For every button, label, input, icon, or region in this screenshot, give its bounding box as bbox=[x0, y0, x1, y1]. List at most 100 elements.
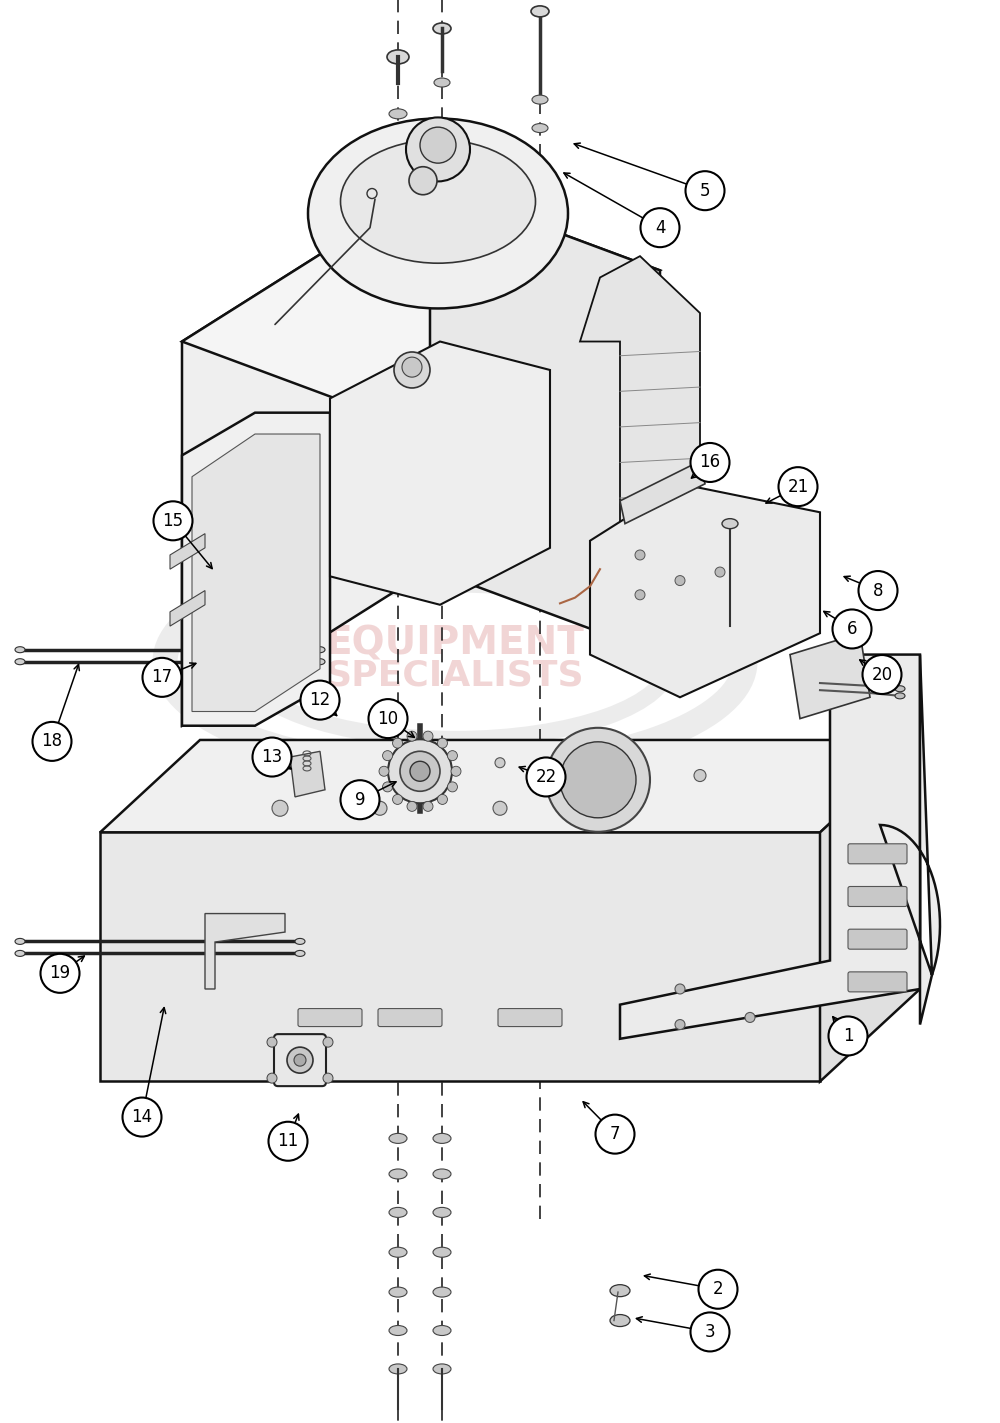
Text: 10: 10 bbox=[377, 710, 399, 727]
Circle shape bbox=[675, 983, 685, 995]
Polygon shape bbox=[290, 751, 325, 797]
Text: 17: 17 bbox=[151, 669, 173, 686]
Ellipse shape bbox=[722, 518, 738, 529]
Circle shape bbox=[393, 794, 403, 804]
Polygon shape bbox=[182, 185, 430, 726]
Circle shape bbox=[402, 357, 422, 377]
Circle shape bbox=[294, 1054, 306, 1066]
FancyBboxPatch shape bbox=[378, 1009, 442, 1026]
Circle shape bbox=[420, 127, 456, 164]
Ellipse shape bbox=[315, 659, 325, 665]
Ellipse shape bbox=[15, 646, 25, 653]
FancyBboxPatch shape bbox=[498, 1009, 562, 1026]
Circle shape bbox=[406, 118, 470, 181]
Circle shape bbox=[437, 739, 447, 748]
Circle shape bbox=[640, 208, 680, 248]
Ellipse shape bbox=[15, 951, 25, 956]
Ellipse shape bbox=[389, 1247, 407, 1258]
Text: 12: 12 bbox=[309, 692, 331, 709]
Ellipse shape bbox=[532, 95, 548, 104]
Circle shape bbox=[447, 781, 457, 791]
Ellipse shape bbox=[308, 118, 568, 309]
Circle shape bbox=[675, 1019, 685, 1030]
Text: 18: 18 bbox=[41, 733, 63, 750]
Circle shape bbox=[603, 783, 617, 797]
Ellipse shape bbox=[532, 124, 548, 132]
Text: SPECIALISTS: SPECIALISTS bbox=[326, 659, 584, 693]
Circle shape bbox=[526, 757, 566, 797]
Circle shape bbox=[373, 801, 387, 815]
Ellipse shape bbox=[433, 1325, 451, 1336]
Circle shape bbox=[154, 501, 192, 541]
Circle shape bbox=[635, 549, 645, 561]
Text: 16: 16 bbox=[699, 454, 721, 471]
Circle shape bbox=[383, 781, 393, 791]
Polygon shape bbox=[182, 185, 660, 427]
FancyBboxPatch shape bbox=[274, 1035, 326, 1086]
Circle shape bbox=[694, 770, 706, 781]
Ellipse shape bbox=[389, 1286, 407, 1298]
Circle shape bbox=[340, 780, 380, 820]
Polygon shape bbox=[192, 434, 320, 712]
Text: 15: 15 bbox=[162, 512, 184, 529]
Text: 2: 2 bbox=[713, 1281, 723, 1298]
Ellipse shape bbox=[389, 1168, 407, 1180]
Ellipse shape bbox=[610, 1285, 630, 1296]
Ellipse shape bbox=[434, 78, 450, 87]
Circle shape bbox=[596, 1114, 635, 1154]
FancyBboxPatch shape bbox=[848, 887, 907, 906]
Circle shape bbox=[407, 731, 417, 741]
Circle shape bbox=[388, 740, 452, 803]
Circle shape bbox=[451, 766, 461, 777]
Ellipse shape bbox=[610, 1315, 630, 1326]
Text: 13: 13 bbox=[261, 748, 283, 766]
Ellipse shape bbox=[15, 659, 25, 665]
Circle shape bbox=[832, 609, 872, 649]
Circle shape bbox=[560, 741, 636, 818]
Circle shape bbox=[272, 800, 288, 817]
Ellipse shape bbox=[387, 50, 409, 64]
Polygon shape bbox=[590, 484, 820, 697]
Circle shape bbox=[495, 757, 505, 768]
Circle shape bbox=[423, 731, 433, 741]
Polygon shape bbox=[580, 256, 700, 655]
Circle shape bbox=[394, 351, 430, 388]
Polygon shape bbox=[820, 740, 920, 1081]
Circle shape bbox=[252, 737, 292, 777]
Polygon shape bbox=[100, 832, 820, 1081]
Circle shape bbox=[635, 589, 645, 601]
Circle shape bbox=[690, 443, 730, 482]
Ellipse shape bbox=[433, 1363, 451, 1375]
FancyBboxPatch shape bbox=[848, 929, 907, 949]
Ellipse shape bbox=[433, 1133, 451, 1144]
FancyBboxPatch shape bbox=[848, 972, 907, 992]
Ellipse shape bbox=[295, 938, 305, 945]
Circle shape bbox=[745, 1012, 755, 1023]
Ellipse shape bbox=[295, 951, 305, 956]
Circle shape bbox=[493, 801, 507, 815]
Circle shape bbox=[268, 1121, 308, 1161]
Circle shape bbox=[686, 171, 724, 211]
Circle shape bbox=[383, 751, 393, 761]
Text: 20: 20 bbox=[871, 666, 893, 683]
Text: 21: 21 bbox=[787, 478, 809, 495]
Circle shape bbox=[546, 727, 650, 832]
Text: 19: 19 bbox=[49, 965, 71, 982]
Polygon shape bbox=[170, 591, 205, 626]
FancyBboxPatch shape bbox=[848, 844, 907, 864]
Polygon shape bbox=[170, 534, 205, 569]
Circle shape bbox=[778, 467, 818, 507]
Text: EQUIPMENT: EQUIPMENT bbox=[326, 625, 584, 662]
Circle shape bbox=[267, 1037, 277, 1047]
Ellipse shape bbox=[340, 139, 536, 263]
Polygon shape bbox=[880, 655, 940, 1025]
Polygon shape bbox=[430, 185, 660, 655]
Ellipse shape bbox=[433, 1286, 451, 1298]
Circle shape bbox=[393, 739, 403, 748]
Text: 22: 22 bbox=[535, 768, 557, 785]
Circle shape bbox=[698, 1269, 738, 1309]
Ellipse shape bbox=[433, 1168, 451, 1180]
Polygon shape bbox=[100, 740, 920, 832]
FancyBboxPatch shape bbox=[298, 1009, 362, 1026]
Ellipse shape bbox=[315, 646, 325, 653]
